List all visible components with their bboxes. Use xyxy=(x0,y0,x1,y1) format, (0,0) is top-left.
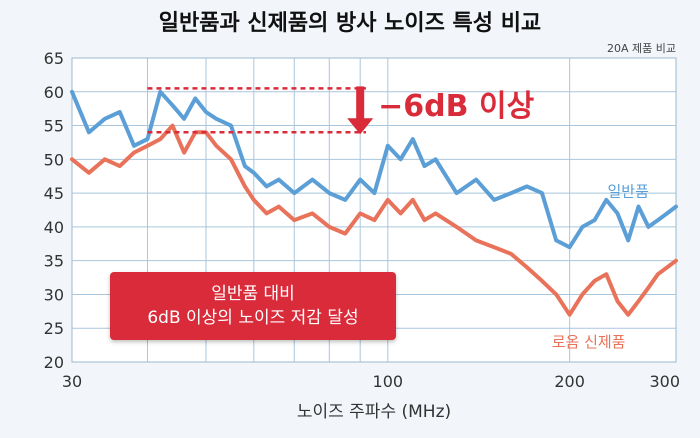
callout-line-1: 일반품 대비 xyxy=(211,284,295,304)
x-tick-label: 100 xyxy=(373,372,404,391)
series-label-rohm-new: 로옴 신제품 xyxy=(552,333,626,351)
callout-line-2: 6dB 이상의 노이즈 저감 달성 xyxy=(147,308,359,328)
x-tick-label: 30 xyxy=(62,372,82,391)
y-tick-label: 65 xyxy=(44,49,64,68)
y-tick-label: 40 xyxy=(44,218,64,237)
tick-layer: 20 25 30 35 40 45 50 55 60 65 30 100 200 300 xyxy=(44,49,680,391)
series-line-standard xyxy=(70,89,678,250)
y-tick-label: 20 xyxy=(44,353,64,372)
y-tick-label: 45 xyxy=(44,184,64,203)
reduction-arrow-head xyxy=(347,118,374,135)
y-tick-label: 50 xyxy=(44,150,64,169)
reduction-arrow-shaft xyxy=(356,86,365,121)
y-tick-label: 25 xyxy=(44,319,64,338)
x-axis-label: 노이즈 주파수 (MHz) xyxy=(297,402,451,422)
result-callout: 일반품 대비 6dB 이상의 노이즈 저감 달성 xyxy=(110,272,396,340)
y-tick-label: 35 xyxy=(44,252,64,271)
chart-subtitle: 20A 제품 비교 xyxy=(607,42,676,55)
chart-title: 일반품과 신제품의 방사 노이즈 특성 비교 xyxy=(159,11,541,36)
y-tick-label: 30 xyxy=(44,285,64,304)
x-tick-label: 300 xyxy=(649,372,680,391)
y-tick-label: 55 xyxy=(44,117,64,136)
series-label-standard: 일반품 xyxy=(607,182,648,200)
y-tick-label: 60 xyxy=(44,83,64,102)
reduction-label: −6dB 이상 xyxy=(378,89,534,124)
series-line-rohm-new xyxy=(70,123,678,317)
x-tick-label: 200 xyxy=(554,372,585,391)
annotation-layer: −6dB 이상 xyxy=(147,86,535,135)
series-layer xyxy=(70,89,678,317)
